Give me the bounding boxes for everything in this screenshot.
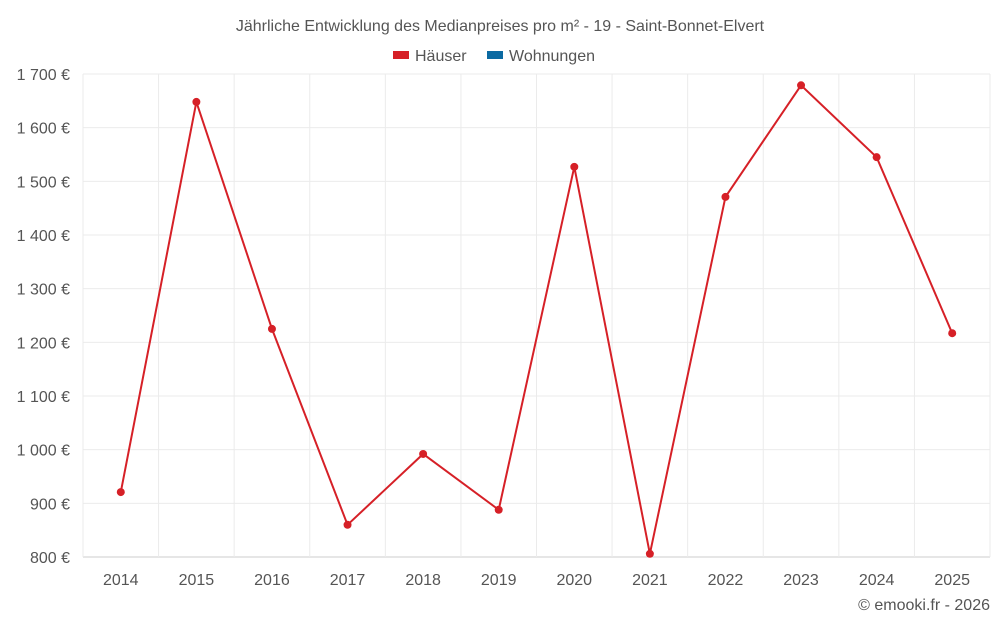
y-tick-label: 1 500 € bbox=[17, 174, 70, 191]
legend-swatch-houses bbox=[393, 51, 409, 59]
data-point bbox=[419, 449, 428, 458]
data-point bbox=[721, 192, 730, 201]
y-tick-label: 1 600 € bbox=[17, 121, 70, 138]
x-tick-label: 2025 bbox=[934, 572, 970, 589]
x-tick-label: 2021 bbox=[632, 572, 668, 589]
data-point bbox=[192, 97, 201, 106]
y-tick-label: 1 400 € bbox=[17, 228, 70, 245]
legend-label-houses[interactable]: Häuser bbox=[415, 48, 467, 65]
x-tick-label: 2017 bbox=[330, 572, 366, 589]
y-tick-label: 900 € bbox=[30, 496, 70, 513]
data-point bbox=[570, 162, 579, 171]
legend-swatch-apartments bbox=[487, 51, 503, 59]
x-tick-label: 2014 bbox=[103, 572, 139, 589]
x-tick-label: 2019 bbox=[481, 572, 517, 589]
data-point bbox=[343, 520, 352, 529]
x-tick-label: 2024 bbox=[859, 572, 895, 589]
y-tick-label: 800 € bbox=[30, 550, 70, 567]
series-line-houses bbox=[119, 83, 954, 554]
y-tick-label: 1 100 € bbox=[17, 389, 70, 406]
data-point bbox=[267, 324, 276, 333]
data-point bbox=[872, 153, 881, 162]
x-tick-label: 2020 bbox=[556, 572, 592, 589]
x-tick-label: 2018 bbox=[405, 572, 441, 589]
data-point bbox=[116, 488, 125, 497]
x-tick-label: 2016 bbox=[254, 572, 290, 589]
legend-label-apartments[interactable]: Wohnungen bbox=[509, 48, 595, 65]
x-tick-label: 2023 bbox=[783, 572, 819, 589]
legend: Häuser Wohnungen bbox=[393, 48, 595, 65]
data-point bbox=[645, 549, 654, 558]
y-tick-label: 1 300 € bbox=[17, 282, 70, 299]
chart-title: Jährliche Entwicklung des Medianpreises … bbox=[236, 18, 765, 35]
x-tick-label: 2015 bbox=[179, 572, 215, 589]
y-tick-label: 1 000 € bbox=[17, 443, 70, 460]
y-tick-label: 1 700 € bbox=[17, 67, 70, 84]
credit-text: © emooki.fr - 2026 bbox=[858, 597, 990, 614]
x-tick-label: 2022 bbox=[708, 572, 744, 589]
data-point bbox=[948, 329, 957, 338]
data-point bbox=[494, 505, 503, 514]
data-point bbox=[797, 81, 806, 90]
y-tick-label: 1 200 € bbox=[17, 335, 70, 352]
